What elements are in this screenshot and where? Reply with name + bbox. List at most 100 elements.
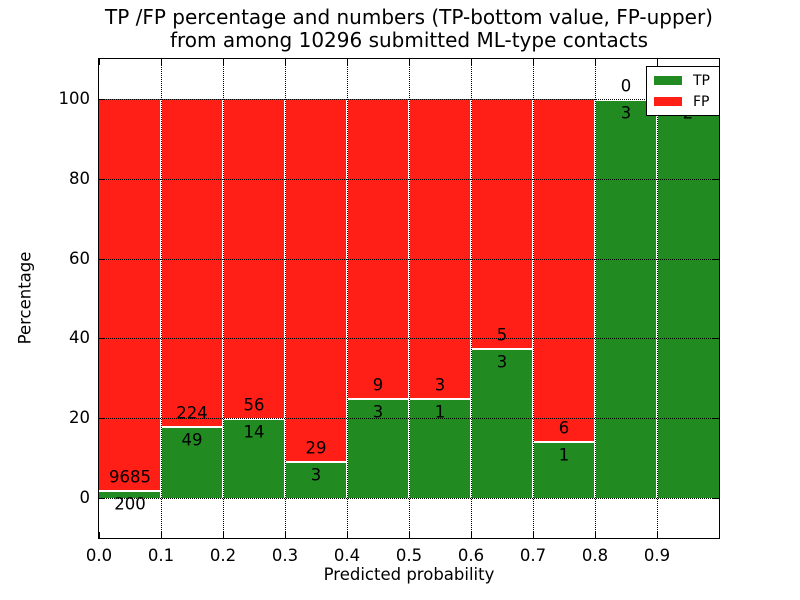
fp-bar-segment <box>471 98 533 349</box>
tp-bar-segment <box>533 441 595 499</box>
x-tick-mark <box>161 532 162 538</box>
tp-legend-swatch <box>654 76 682 85</box>
x-tick-mark <box>657 532 658 538</box>
horizontal-gridline <box>99 498 719 500</box>
tp-bar-segment <box>161 426 223 499</box>
tp-bar-segment <box>99 490 161 499</box>
tp-bar-segment <box>595 98 657 499</box>
fp-legend-label: FP <box>693 93 710 110</box>
tp-bar-segment <box>409 398 471 499</box>
x-tick-label: 0.7 <box>519 546 547 565</box>
horizontal-gridline <box>99 418 719 420</box>
fp-bar-segment <box>285 98 347 461</box>
tp-count-label: 14 <box>243 422 265 442</box>
fp-count-label: 9685 <box>109 467 151 487</box>
legend: TP FP <box>646 66 720 116</box>
x-tick-mark <box>409 532 410 538</box>
vertical-gridline <box>285 59 286 538</box>
x-tick-mark-top <box>99 59 100 65</box>
fp-bar-segment <box>533 98 595 442</box>
fp-bar-segment <box>161 98 223 427</box>
fp-count-label: 56 <box>243 395 265 415</box>
x-tick-mark-top <box>533 59 534 65</box>
fp-bar-segment <box>223 98 285 419</box>
fp-count-label: 0 <box>620 76 632 96</box>
y-axis-label: Percentage <box>15 251 35 345</box>
vertical-gridline <box>471 59 472 538</box>
tp-bar-segment <box>285 460 347 499</box>
tp-count-label: 1 <box>434 402 446 422</box>
x-tick-mark-top <box>657 59 658 65</box>
horizontal-gridline <box>99 178 719 180</box>
vertical-gridline <box>223 59 224 538</box>
fp-legend-swatch <box>654 97 682 106</box>
y-tick-mark-right <box>713 178 719 180</box>
vertical-gridline <box>409 59 410 538</box>
fp-count-label: 9 <box>372 375 384 395</box>
x-tick-label: 0.9 <box>643 546 671 565</box>
x-tick-mark-top <box>471 59 472 65</box>
x-tick-label: 0.6 <box>457 546 485 565</box>
tp-bar-segment <box>657 98 719 499</box>
y-tick-mark-right <box>713 258 719 260</box>
y-tick-mark <box>99 498 105 500</box>
tp-count-label: 3 <box>310 465 322 485</box>
legend-entry-fp: FP <box>654 92 710 111</box>
x-tick-mark <box>471 532 472 538</box>
y-tick-mark <box>99 258 105 260</box>
x-tick-mark-top <box>285 59 286 65</box>
tp-bar-segment <box>471 348 533 499</box>
x-tick-label: 0.1 <box>147 546 175 565</box>
x-tick-mark <box>99 532 100 538</box>
fp-count-label: 3 <box>434 375 446 395</box>
tp-count-label: 3 <box>496 352 508 372</box>
horizontal-gridline <box>99 98 719 100</box>
x-tick-mark-top <box>595 59 596 65</box>
chart-title: TP /FP percentage and numbers (TP-bottom… <box>90 6 728 52</box>
x-tick-mark <box>595 532 596 538</box>
tp-count-label: 3 <box>620 103 632 123</box>
x-tick-label: 0.0 <box>85 546 113 565</box>
y-tick-mark <box>99 178 105 180</box>
fp-bar-segment <box>409 98 471 399</box>
tp-count-label: 49 <box>181 430 203 450</box>
plot-area: TP FP 968520022449561429393315361032 <box>98 58 720 539</box>
fp-count-label: 5 <box>496 325 508 345</box>
tp-count-label: 200 <box>114 494 146 514</box>
y-tick-label: 60 <box>69 248 90 268</box>
tp-count-label: 3 <box>372 402 384 422</box>
y-tick-label: 0 <box>79 488 91 508</box>
y-tick-label: 40 <box>69 328 90 348</box>
x-tick-label: 0.4 <box>333 546 361 565</box>
y-tick-label: 20 <box>69 408 90 428</box>
vertical-gridline <box>161 59 162 538</box>
chart-title-line1: TP /FP percentage and numbers (TP-bottom… <box>105 5 713 29</box>
horizontal-gridline <box>99 258 719 260</box>
y-tick-mark <box>99 98 105 100</box>
x-tick-label: 0.5 <box>395 546 423 565</box>
x-tick-label: 0.2 <box>209 546 237 565</box>
horizontal-gridline <box>99 338 719 340</box>
y-tick-mark-right <box>713 498 719 500</box>
y-tick-mark <box>99 418 105 420</box>
x-tick-label: 0.8 <box>581 546 609 565</box>
vertical-gridline <box>657 59 658 538</box>
vertical-gridline <box>595 59 596 538</box>
legend-entry-tp: TP <box>654 71 710 90</box>
fp-count-label: 29 <box>305 438 327 458</box>
y-tick-mark-right <box>713 338 719 340</box>
vertical-gridline <box>533 59 534 538</box>
tp-bar-segment <box>347 398 409 499</box>
fp-bar-segment <box>347 98 409 399</box>
fp-count-label: 6 <box>558 418 570 438</box>
y-tick-label: 80 <box>69 168 90 188</box>
x-tick-label: 0.3 <box>271 546 299 565</box>
x-tick-mark-top <box>347 59 348 65</box>
x-tick-mark-top <box>409 59 410 65</box>
x-tick-mark <box>223 532 224 538</box>
x-tick-mark <box>347 532 348 538</box>
y-tick-label: 100 <box>58 88 91 108</box>
chart-title-line2: from among 10296 submitted ML-type conta… <box>169 28 649 52</box>
x-tick-mark-top <box>223 59 224 65</box>
